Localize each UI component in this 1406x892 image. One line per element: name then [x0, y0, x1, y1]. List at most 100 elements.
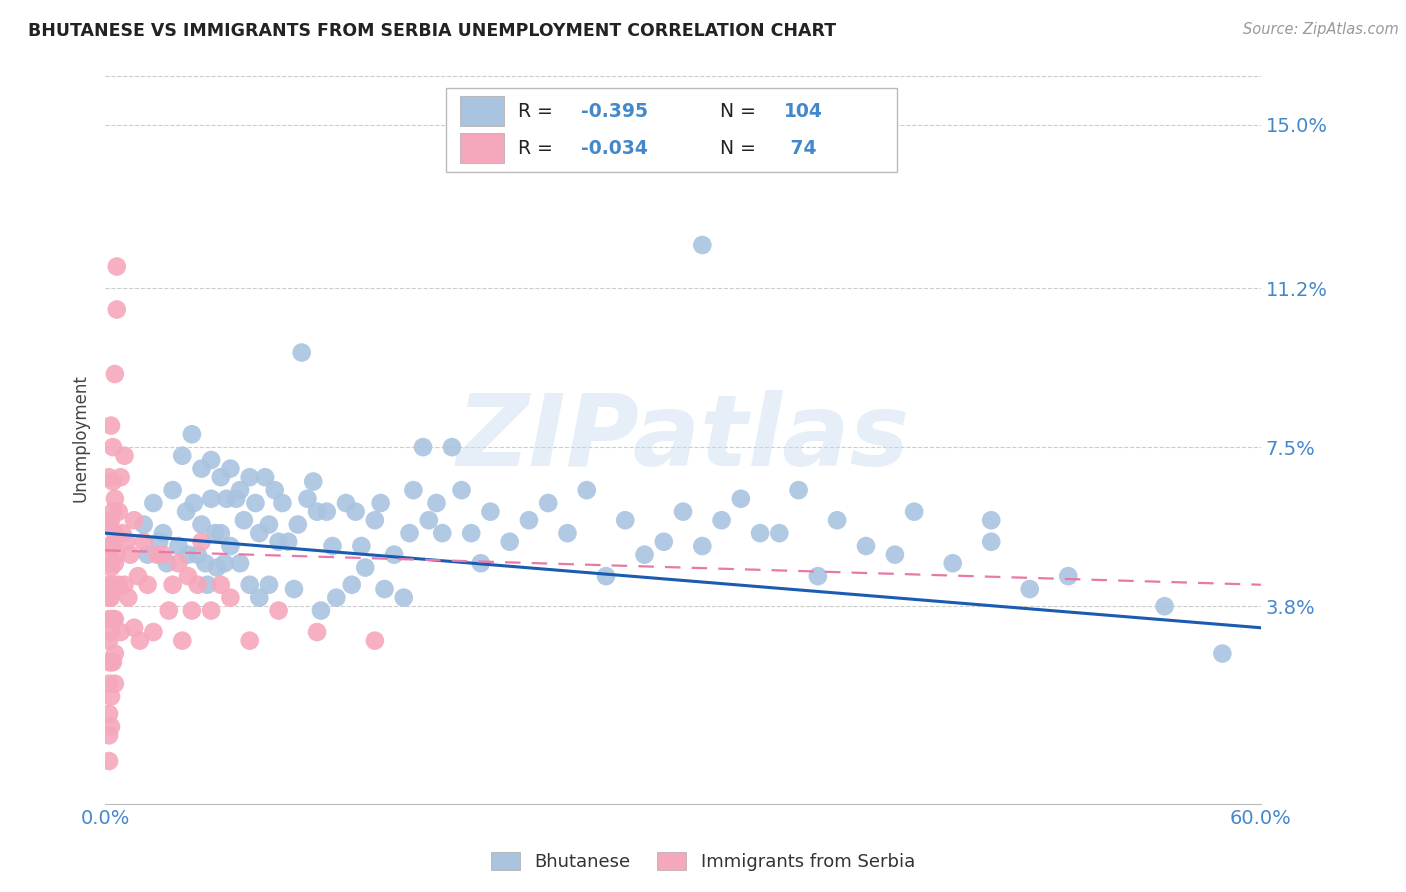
Y-axis label: Unemployment: Unemployment: [72, 375, 89, 502]
Point: [105, 260, 128, 274]
Point: [183, 496, 205, 510]
Point: [537, 496, 560, 510]
Point: [883, 548, 905, 562]
Point: [142, 625, 165, 640]
Point: [122, 621, 145, 635]
Point: [344, 505, 367, 519]
Point: [460, 526, 482, 541]
Point: [100, 591, 122, 605]
Point: [105, 548, 128, 562]
Point: [980, 513, 1002, 527]
Point: [1153, 599, 1175, 614]
Point: [98, 655, 121, 669]
Point: [117, 591, 139, 605]
Point: [325, 591, 347, 605]
Point: [672, 505, 695, 519]
Point: [633, 548, 655, 562]
Point: [100, 625, 122, 640]
Point: [162, 578, 184, 592]
Point: [122, 513, 145, 527]
Point: [980, 534, 1002, 549]
Point: [146, 548, 169, 562]
Point: [101, 440, 124, 454]
Point: [195, 578, 218, 592]
Point: [104, 556, 127, 570]
FancyBboxPatch shape: [460, 95, 503, 127]
Point: [136, 548, 159, 562]
Text: R =: R =: [517, 138, 558, 158]
Point: [257, 578, 280, 592]
Point: [267, 534, 290, 549]
Text: BHUTANESE VS IMMIGRANTS FROM SERBIA UNEMPLOYMENT CORRELATION CHART: BHUTANESE VS IMMIGRANTS FROM SERBIA UNEM…: [28, 22, 837, 40]
Text: R =: R =: [517, 102, 558, 120]
Point: [101, 612, 124, 626]
Point: [200, 453, 222, 467]
Point: [1018, 582, 1040, 596]
Point: [98, 517, 121, 532]
Point: [98, 591, 121, 605]
Point: [98, 633, 121, 648]
Point: [373, 582, 395, 596]
Point: [1211, 647, 1233, 661]
Point: [1057, 569, 1080, 583]
Point: [162, 483, 184, 497]
Point: [370, 496, 392, 510]
Point: [942, 556, 965, 570]
Point: [307, 505, 329, 519]
Point: [692, 238, 714, 252]
Point: [229, 556, 252, 570]
Point: [101, 655, 124, 669]
Point: [167, 556, 190, 570]
Point: [98, 706, 121, 721]
Point: [257, 517, 280, 532]
Point: [652, 534, 675, 549]
Point: [364, 633, 387, 648]
Point: [136, 578, 159, 592]
Point: [855, 539, 877, 553]
Point: [167, 539, 190, 553]
Point: [287, 517, 309, 532]
Point: [225, 491, 247, 506]
Point: [470, 556, 492, 570]
Point: [382, 548, 405, 562]
Point: [104, 647, 127, 661]
Point: [354, 560, 377, 574]
Point: [219, 461, 242, 475]
Point: [283, 582, 305, 596]
Text: -0.034: -0.034: [581, 138, 648, 158]
Point: [114, 578, 136, 592]
Point: [239, 470, 262, 484]
Point: [114, 449, 136, 463]
Point: [128, 633, 150, 648]
Point: [187, 578, 209, 592]
Point: [157, 603, 180, 617]
Point: [450, 483, 472, 497]
Point: [98, 676, 121, 690]
Point: [787, 483, 810, 497]
Point: [98, 539, 121, 553]
Point: [239, 578, 262, 592]
Point: [499, 534, 522, 549]
Text: 74: 74: [783, 138, 815, 158]
Point: [98, 470, 121, 484]
Point: [768, 526, 790, 541]
Point: [104, 612, 127, 626]
Point: [229, 483, 252, 497]
Point: [174, 505, 197, 519]
Point: [100, 539, 122, 553]
Point: [614, 513, 637, 527]
Point: [749, 526, 772, 541]
FancyBboxPatch shape: [446, 87, 897, 171]
Point: [807, 569, 830, 583]
Point: [232, 513, 254, 527]
Point: [903, 505, 925, 519]
Point: [105, 302, 128, 317]
Point: [104, 582, 127, 596]
Text: N =: N =: [720, 138, 762, 158]
Point: [392, 591, 415, 605]
Point: [107, 578, 129, 592]
Point: [100, 418, 122, 433]
Point: [111, 526, 134, 541]
Point: [132, 534, 155, 549]
Point: [152, 526, 174, 541]
